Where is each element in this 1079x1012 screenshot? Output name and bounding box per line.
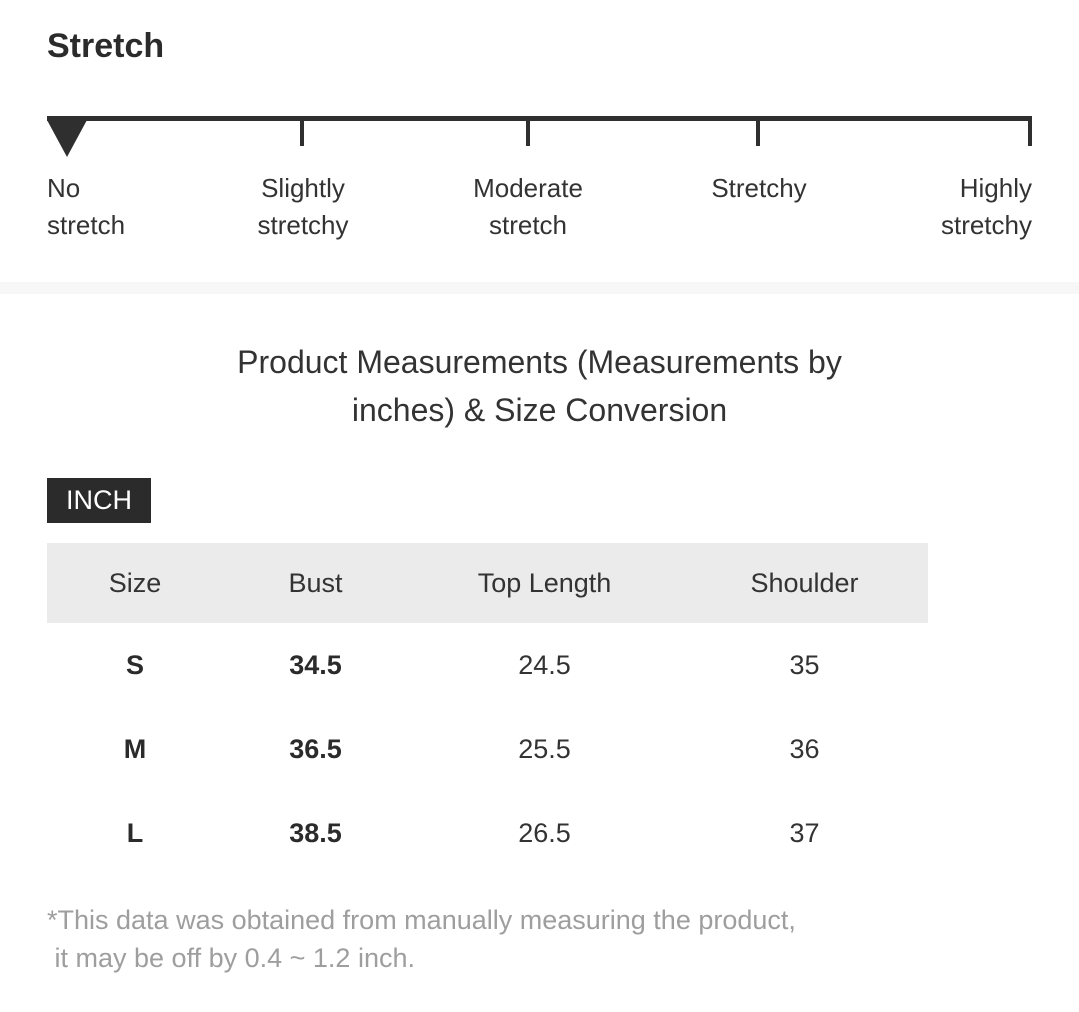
stretch-level-label-moderate-stretch: Moderate stretch: [473, 170, 583, 244]
disclaimer-line: *This data was obtained from manually me…: [47, 905, 796, 935]
cell-shoulder: 35: [789, 649, 820, 680]
cell-top-length: 26.5: [518, 817, 571, 848]
stretch-scale-line: [47, 116, 1032, 121]
unit-toggle-inch[interactable]: INCH: [47, 478, 151, 523]
measurements-title-line: Product Measurements (Measurements by: [237, 344, 842, 380]
stretch-scale-tick: [756, 121, 760, 146]
column-header-bust: Bust: [288, 567, 343, 598]
column-header-shoulder: Shoulder: [750, 567, 859, 598]
stretch-section-title: Stretch: [47, 27, 165, 65]
label-line: stretchy: [257, 210, 349, 240]
cell-shoulder: 37: [789, 817, 820, 848]
stretch-level-marker-icon: [47, 120, 87, 157]
size-guide-page: Stretch No stretch Slightly stretchy Mod…: [0, 0, 1079, 977]
stretch-level-label-no-stretch: No stretch: [47, 170, 125, 244]
measurements-title: Product Measurements (Measurements by in…: [47, 338, 1032, 434]
column-header-size: Size: [108, 567, 162, 598]
cell-size: L: [126, 817, 144, 848]
label-line: Moderate: [473, 173, 583, 203]
stretch-level-label-highly-stretchy: Highly stretchy: [941, 170, 1032, 244]
cell-top-length: 25.5: [518, 733, 571, 764]
label-line: stretch: [47, 210, 126, 240]
stretch-scale-end-tick: [1028, 121, 1032, 146]
size-table-header-row: Size Bust Top Length Shoulder: [47, 543, 928, 623]
cell-bust: 38.5: [289, 817, 342, 848]
size-table: Size Bust Top Length Shoulder S 34.5 24.…: [47, 543, 928, 875]
section-divider: [0, 282, 1079, 294]
cell-size: S: [125, 649, 144, 680]
label-line: stretchy: [940, 210, 1032, 240]
table-row-size-m: M 36.5 25.5 36: [47, 707, 928, 791]
cell-bust: 36.5: [289, 733, 342, 764]
stretch-scale-tick: [526, 121, 530, 146]
measurements-section: Product Measurements (Measurements by in…: [0, 294, 1079, 977]
stretch-section: Stretch No stretch Slightly stretchy Mod…: [0, 0, 1079, 282]
label-line: Stretchy: [711, 173, 807, 203]
label-line: No: [47, 173, 81, 203]
stretch-scale-tick: [300, 121, 304, 146]
measurements-title-line: inches) & Size Conversion: [351, 392, 728, 428]
cell-top-length: 24.5: [518, 649, 571, 680]
measurement-disclaimer: *This data was obtained from manually me…: [47, 901, 1032, 977]
label-line: Highly: [959, 173, 1032, 203]
table-row-size-s: S 34.5 24.5 35: [47, 623, 928, 707]
stretch-level-label-slightly-stretchy: Slightly stretchy: [257, 170, 348, 244]
cell-shoulder: 36: [789, 733, 820, 764]
stretch-scale: No stretch Slightly stretchy Moderate st…: [47, 116, 1032, 246]
cell-bust: 34.5: [289, 649, 342, 680]
cell-size: M: [123, 733, 147, 764]
column-header-top-length: Top Length: [477, 567, 612, 598]
stretch-level-label-stretchy: Stretchy: [711, 170, 806, 207]
disclaimer-line: it may be off by 0.4 ~ 1.2 inch.: [47, 943, 415, 973]
label-line: stretch: [488, 210, 568, 240]
table-row-size-l: L 38.5 26.5 37: [47, 791, 928, 875]
label-line: Slightly: [261, 173, 345, 203]
